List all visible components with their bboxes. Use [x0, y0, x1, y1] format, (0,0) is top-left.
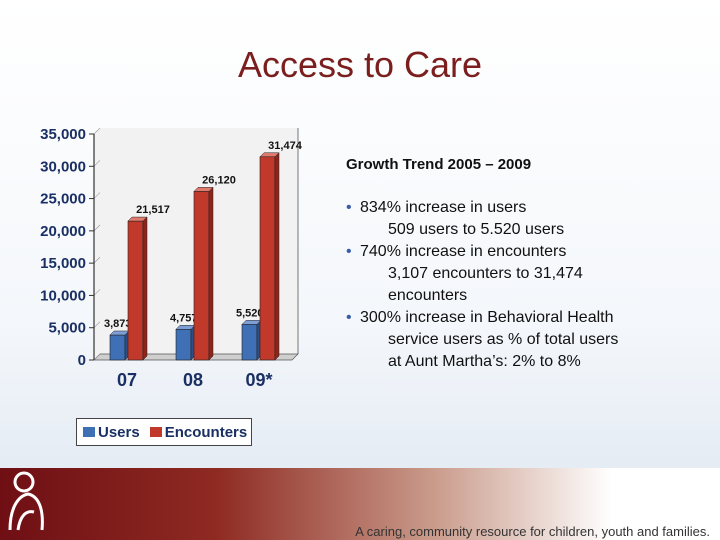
- bar-encounters: [127, 220, 144, 361]
- bar-side-encounters: [142, 216, 148, 361]
- slide-title: Access to Care: [237, 44, 483, 85]
- y-tick-label: 20,000: [40, 223, 86, 240]
- bullet-subtext: 3,107 encounters to 31,474: [388, 265, 583, 282]
- x-category-label: 09*: [245, 370, 272, 390]
- organization-logo: [8, 471, 44, 531]
- bullet-text: 834% increase in users: [360, 199, 527, 216]
- x-category-label: 08: [183, 370, 203, 390]
- legend-item-users: Users: [83, 424, 140, 441]
- bar-users: [109, 334, 126, 361]
- data-label-encounters: 26,120: [202, 174, 236, 186]
- y-grid-diagonal: [93, 127, 101, 135]
- data-label-users: 4,757: [170, 312, 198, 324]
- bullet-text: 740% increase in encounters: [360, 243, 567, 260]
- bullet-subtext: encounters: [388, 287, 468, 304]
- data-label-users: 3,873: [104, 318, 132, 330]
- bullet-dot: •: [346, 199, 352, 216]
- legend-item-encounters: Encounters: [149, 423, 248, 441]
- y-grid-diagonal: [93, 353, 101, 361]
- data-label-encounters: 31,474: [268, 140, 303, 152]
- bar-top-encounters: [127, 216, 148, 222]
- bar-users: [175, 328, 192, 361]
- y-tick-label: 5,000: [48, 320, 86, 337]
- bar-side-encounters: [274, 152, 280, 361]
- data-label-users: 5,520: [236, 307, 264, 319]
- bullet-dot: •: [346, 243, 352, 260]
- y-grid-diagonal: [93, 224, 101, 232]
- y-tick-label: 30,000: [40, 158, 86, 175]
- bar-users: [241, 324, 258, 361]
- y-tick-label: 0: [78, 352, 86, 369]
- bar-encounters: [259, 156, 276, 361]
- y-grid-diagonal: [93, 289, 101, 296]
- bar-side-encounters: [208, 186, 214, 361]
- footer-tagline: A caring, community resource for childre…: [355, 524, 710, 539]
- bullet-encounters: • 740% increase in encounters: [346, 241, 686, 263]
- y-grid-diagonal: [93, 160, 101, 167]
- bar-chart: 0 5,000 10,000 15,000 20,000 25,000 30,000 35,0…: [30, 120, 330, 460]
- growth-trend-heading: Growth Trend 2005 – 2009: [346, 156, 532, 173]
- y-tick-label: 10,000: [40, 287, 86, 304]
- bar-top-encounters: [193, 187, 214, 192]
- y-tick-label: 15,000: [40, 255, 86, 272]
- legend-label-encounters: Encounters: [164, 423, 248, 441]
- data-label-encounters: 21,517: [136, 204, 170, 216]
- bullet-subtext: service users as % of total users: [388, 331, 619, 348]
- growth-trend-panel: Growth Trend 2005 – 2009 • 834% increase…: [346, 156, 686, 373]
- bullet-subtext: 509 users to 5.520 users: [388, 221, 565, 238]
- y-grid-diagonal: [93, 192, 101, 199]
- y-tick-label: 25,000: [40, 191, 86, 208]
- bar-top-encounters: [259, 152, 280, 158]
- y-grid-diagonal: [93, 256, 101, 264]
- bullet-behavioral-health: • 300% increase in Behavioral Health: [346, 307, 686, 329]
- chart-plot: 0 5,000 10,000 15,000 20,000 25,000 30,000 35,0…: [40, 126, 303, 390]
- x-category-label: 07: [117, 370, 137, 390]
- footer-band: [0, 468, 720, 540]
- chart-legend: Users Encounters: [76, 418, 252, 446]
- y-tick-label: 35,000: [40, 126, 86, 143]
- bar-encounters: [193, 191, 210, 361]
- bullet-users: • 834% increase in users: [346, 197, 686, 219]
- legend-swatch-encounters: [149, 427, 162, 437]
- bullet-subtext: at Aunt Martha’s: 2% to 8%: [388, 353, 581, 370]
- legend-label-users: Users: [98, 423, 140, 441]
- y-grid-diagonal: [93, 321, 101, 328]
- legend-swatch-users: [83, 427, 95, 437]
- bullet-dot: •: [346, 309, 352, 326]
- bullet-text: 300% increase in Behavioral Health: [360, 309, 614, 326]
